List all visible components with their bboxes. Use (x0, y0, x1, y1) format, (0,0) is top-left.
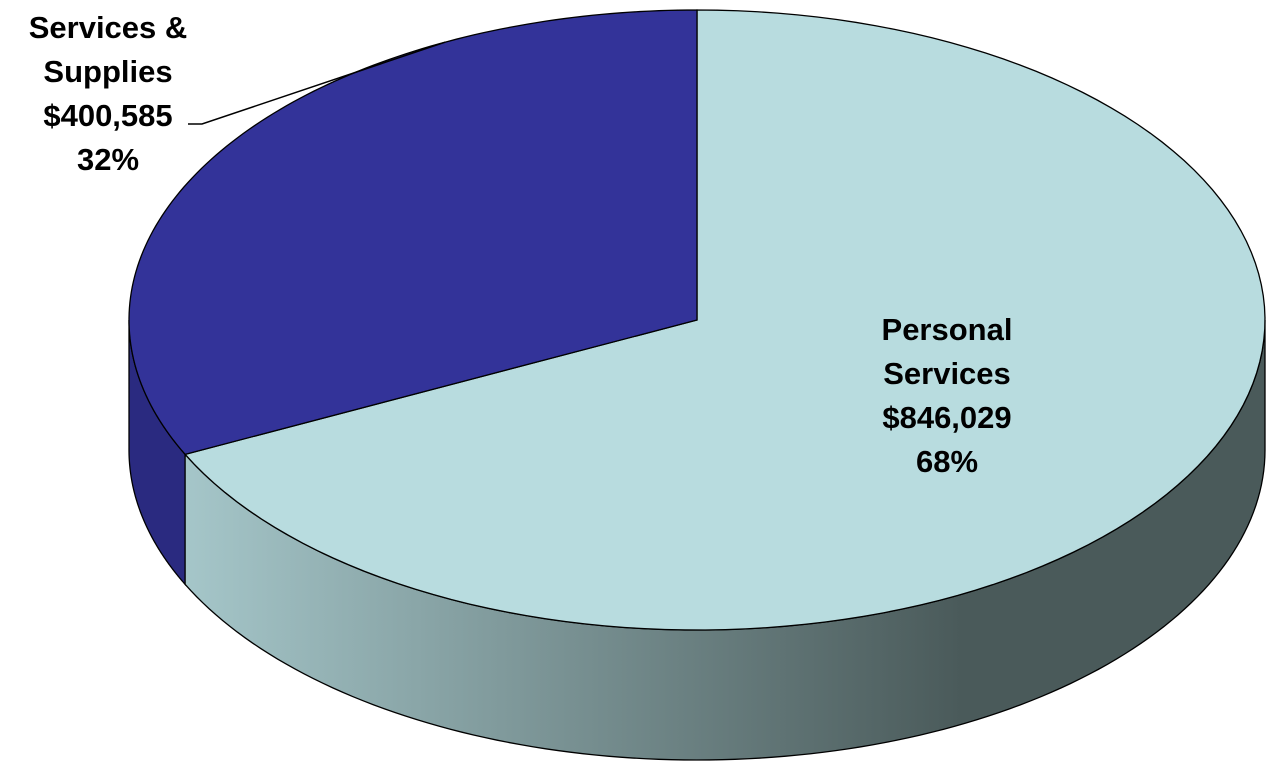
label-personal-value: $846,029 (882, 400, 1011, 435)
data-label-services-supplies: Services & Supplies $400,585 32% (29, 10, 188, 177)
data-label-personal-services: Personal Services $846,029 68% (882, 312, 1013, 479)
label-services-line-2: Supplies (43, 54, 172, 89)
pie-slice-personal-services (183, 9, 1266, 631)
pie-slice-services-supplies (128, 9, 698, 456)
label-personal-line-1: Personal (882, 312, 1013, 347)
label-services-value: $400,585 (43, 98, 172, 133)
label-services-percent: 32% (77, 142, 139, 177)
leader-line-services-supplies (188, 41, 446, 125)
label-personal-line-2: Services (883, 356, 1011, 391)
label-services-line-1: Services & (29, 10, 188, 45)
label-personal-percent: 68% (916, 444, 978, 479)
